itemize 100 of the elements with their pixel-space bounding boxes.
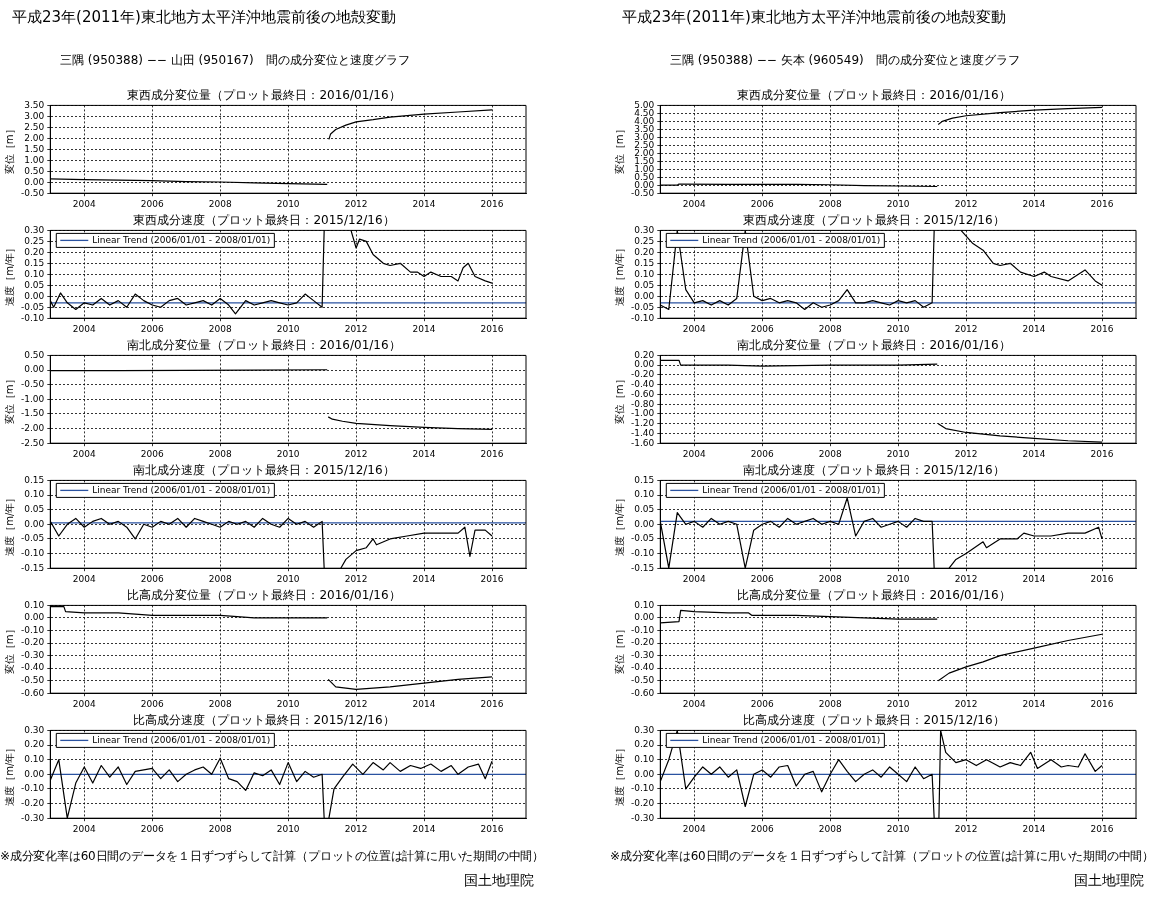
y-tick-label: 0.00: [634, 179, 655, 190]
y-tick-label: 0.10: [24, 754, 45, 765]
x-tick-label: 2006: [750, 823, 774, 834]
x-tick-label: 2004: [682, 823, 706, 834]
y-tick-label: -0.30: [630, 812, 655, 823]
y-tick-label: -0.60: [630, 687, 655, 698]
x-tick-label: 2010: [276, 573, 300, 584]
y-tick-label: -0.05: [630, 533, 655, 544]
chart-title: 比高成分変位量（プロット最終日：2016/01/16）: [737, 588, 1011, 603]
y-tick-label: -0.50: [20, 187, 45, 198]
x-tick-label: 2014: [1022, 198, 1046, 209]
chart-title: 南北成分速度（プロット最終日：2015/12/16）: [133, 463, 395, 478]
x-tick-label: 2010: [886, 448, 910, 459]
y-tick-label: 3.00: [634, 131, 655, 142]
x-tick-label: 2012: [344, 573, 368, 584]
y-tick-label: 0.30: [634, 224, 655, 235]
x-tick-label: 2016: [480, 823, 504, 834]
y-axis-title: 変位［m］: [3, 374, 15, 425]
x-tick-label: 2008: [818, 823, 842, 834]
y-tick-label: 0.00: [24, 364, 45, 375]
chart-title: 南北成分変位量（プロット最終日：2016/01/16）: [127, 338, 401, 353]
text: 平成23年(2011年)東北地方太平洋沖地震前後の地殻変動: [12, 8, 396, 27]
x-tick-label: 2014: [412, 823, 436, 834]
y-tick-label: 0.05: [634, 279, 655, 290]
chart-title: 比高成分変位量（プロット最終日：2016/01/16）: [127, 588, 401, 603]
y-tick-label: 0.05: [24, 504, 45, 515]
x-tick-label: 2006: [140, 823, 164, 834]
y-tick-label: -1.00: [630, 408, 655, 419]
x-tick-label: 2004: [682, 573, 706, 584]
y-tick-label: -0.60: [20, 687, 45, 698]
y-tick-label: -1.60: [630, 437, 655, 448]
y-tick-label: 3.50: [24, 99, 45, 110]
x-tick-label: 2006: [140, 698, 164, 709]
x-tick-label: 2012: [344, 448, 368, 459]
y-tick-label: 1.50: [634, 155, 655, 166]
chart-title: 比高成分速度（プロット最終日：2015/12/16）: [743, 713, 1005, 728]
x-tick-label: 2016: [480, 698, 504, 709]
y-tick-label: 0.20: [634, 349, 655, 360]
x-tick-label: 2008: [818, 448, 842, 459]
y-tick-label: -0.50: [630, 675, 655, 685]
y-tick-label: 5.00: [634, 99, 655, 110]
chart-title: 南北成分変位量（プロット最終日：2016/01/16）: [737, 338, 1011, 353]
y-tick-label: -0.40: [630, 662, 655, 673]
y-tick-label: -0.50: [20, 675, 45, 685]
x-tick-label: 2016: [480, 573, 504, 584]
y-tick-label: 2.00: [634, 147, 655, 158]
x-tick-label: 2014: [412, 573, 436, 584]
legend-label: Linear Trend (2006/01/01 - 2008/01/01): [92, 234, 271, 245]
y-tick-label: 0.10: [24, 489, 45, 500]
y-tick-label: 0.00: [634, 612, 655, 623]
y-axis-title: 変位［m］: [613, 124, 625, 175]
chart-title: 東西成分速度（プロット最終日：2015/12/16）: [743, 213, 1005, 228]
chart-title: 東西成分変位量（プロット最終日：2016/01/16）: [737, 88, 1011, 103]
x-tick-label: 2012: [344, 323, 368, 334]
x-tick-label: 2010: [276, 198, 300, 209]
y-tick-label: -0.05: [630, 301, 655, 312]
x-tick-label: 2006: [750, 573, 774, 584]
y-tick-label: -0.60: [630, 388, 655, 399]
x-tick-label: 2008: [818, 198, 842, 209]
x-tick-label: 2014: [412, 323, 436, 334]
y-tick-label: -1.50: [20, 408, 45, 419]
y-tick-label: -0.10: [630, 624, 655, 635]
x-tick-label: 2004: [72, 198, 96, 209]
y-tick-label: 0.20: [634, 246, 655, 257]
y-tick-label: -0.20: [630, 637, 655, 648]
x-tick-label: 2010: [276, 698, 300, 709]
x-tick-label: 2004: [72, 323, 96, 334]
y-axis-title: 変位［m］: [3, 124, 15, 175]
x-tick-label: 2016: [480, 198, 504, 209]
x-tick-label: 2014: [412, 448, 436, 459]
y-tick-label: 0.50: [24, 165, 45, 176]
x-tick-label: 2012: [954, 698, 978, 709]
y-tick-label: 0.10: [634, 489, 655, 500]
x-tick-label: 2006: [140, 323, 164, 334]
x-tick-label: 2014: [1022, 698, 1046, 709]
y-axis-title: 速度［m/年］: [613, 492, 625, 556]
y-tick-label: 3.50: [634, 123, 655, 134]
text: 三隅 (950388) −− 山田 (950167) 間の成分変位と速度グラフ: [60, 52, 410, 69]
y-tick-label: -0.10: [630, 312, 655, 323]
y-tick-label: 2.50: [634, 139, 655, 150]
y-tick-label: 0.00: [634, 290, 655, 301]
y-tick-label: 0.00: [24, 176, 45, 187]
y-tick-label: 0.25: [24, 235, 45, 246]
y-tick-label: -0.40: [20, 662, 45, 673]
y-tick-label: 0.10: [24, 599, 45, 610]
chart-title: 東西成分変位量（プロット最終日：2016/01/16）: [127, 88, 401, 103]
y-tick-label: 0.10: [634, 754, 655, 765]
text: 三隅 (950388) −− 矢本 (960549) 間の成分変位と速度グラフ: [670, 52, 1020, 69]
y-tick-label: 0.15: [634, 257, 655, 268]
x-tick-label: 2012: [344, 823, 368, 834]
y-tick-label: -0.15: [20, 562, 45, 573]
legend-label: Linear Trend (2006/01/01 - 2008/01/01): [702, 734, 881, 745]
y-tick-label: 4.50: [634, 107, 655, 118]
x-tick-label: 2010: [886, 198, 910, 209]
x-tick-label: 2006: [140, 198, 164, 209]
x-tick-label: 2004: [72, 823, 96, 834]
x-tick-label: 2008: [818, 323, 842, 334]
y-tick-label: 0.00: [634, 518, 655, 529]
y-tick-label: -0.10: [20, 783, 45, 794]
y-axis-title: 速度［m/年］: [3, 742, 15, 806]
